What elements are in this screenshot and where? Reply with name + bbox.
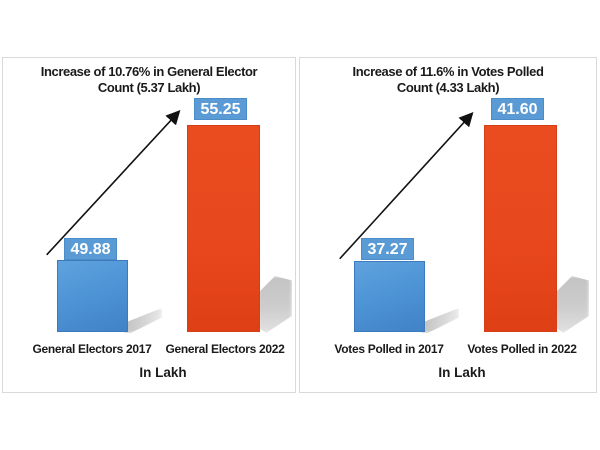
bar-votes-polled-2022: [484, 125, 557, 332]
chart-title-line1: Increase of 10.76% in General Elector: [40, 64, 258, 79]
category-label-2017: Votes Polled in 2017: [334, 342, 444, 356]
data-label-2017: 37.27: [361, 238, 414, 260]
chart-title-general-electors: Increase of 10.76% in General Elector Co…: [9, 64, 289, 96]
chart-panel-general-electors: Increase of 10.76% in General Elector Co…: [2, 57, 296, 393]
bar-general-electors-2017: [57, 260, 128, 332]
category-label-2022: Votes Polled in 2022: [467, 342, 577, 356]
chart-panel-votes-polled: Increase of 11.6% in Votes Polled Count …: [299, 57, 597, 393]
data-label-2022: 41.60: [491, 98, 544, 120]
data-label-2022: 55.25: [194, 98, 247, 120]
bar-shadow: [555, 276, 589, 333]
axis-label-in-lakh: In Lakh: [139, 365, 187, 380]
bar-general-electors-2022: [187, 125, 260, 332]
chart-title-line2: Count (5.37 Lakh): [97, 80, 201, 95]
category-label-2017: General Electors 2017: [32, 342, 152, 356]
category-label-2022: General Electors 2022: [165, 342, 285, 356]
chart-title-votes-polled: Increase of 11.6% in Votes Polled Count …: [306, 64, 590, 96]
chart-title-line1: Increase of 11.6% in Votes Polled: [352, 64, 544, 79]
bar-votes-polled-2017: [354, 261, 425, 332]
bar-shadow: [124, 308, 162, 333]
chart-title-line2: Count (4.33 Lakh): [396, 80, 500, 95]
axis-label-in-lakh: In Lakh: [438, 365, 486, 380]
bar-shadow: [421, 308, 459, 333]
data-label-2017: 49.88: [64, 238, 117, 260]
bar-shadow: [258, 276, 292, 333]
